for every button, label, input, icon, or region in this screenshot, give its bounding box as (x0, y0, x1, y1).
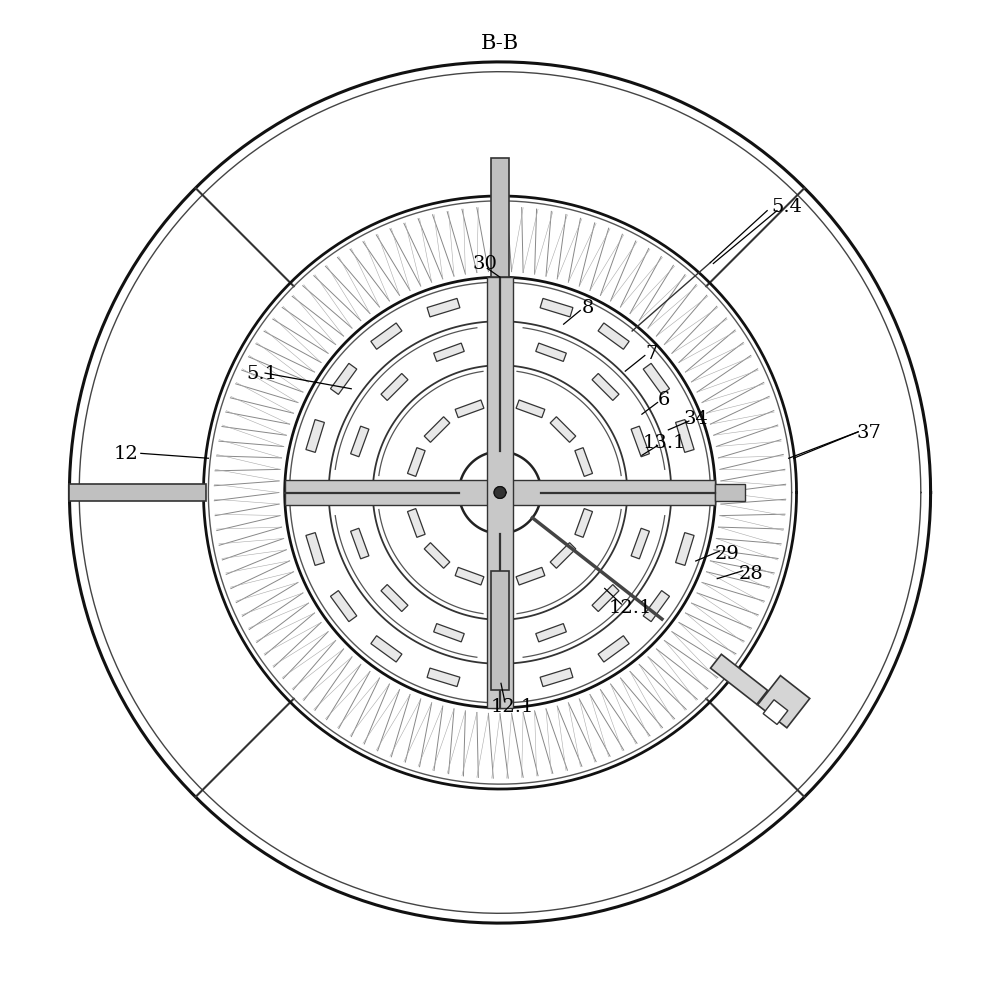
Polygon shape (592, 374, 619, 401)
Bar (491, 571, 509, 690)
Text: 37: 37 (857, 423, 881, 442)
Polygon shape (550, 543, 576, 569)
Text: 6: 6 (658, 390, 671, 408)
Text: 8: 8 (582, 298, 594, 317)
Polygon shape (427, 669, 460, 687)
Polygon shape (351, 427, 369, 458)
Polygon shape (330, 591, 357, 622)
Polygon shape (711, 655, 768, 705)
Text: 30: 30 (473, 254, 498, 272)
Polygon shape (427, 299, 460, 317)
Polygon shape (631, 528, 649, 559)
Polygon shape (371, 636, 402, 663)
Polygon shape (536, 344, 566, 362)
Circle shape (494, 487, 506, 499)
Text: 34: 34 (683, 410, 708, 428)
Polygon shape (536, 624, 566, 642)
Polygon shape (306, 420, 324, 453)
Bar (69, 484, 206, 502)
Text: 12.1: 12.1 (491, 697, 534, 715)
Polygon shape (407, 509, 425, 537)
Bar (285, 480, 715, 506)
Polygon shape (758, 676, 810, 728)
Polygon shape (351, 528, 369, 559)
Polygon shape (676, 533, 694, 566)
Text: 5.4: 5.4 (771, 197, 802, 216)
Text: 28: 28 (739, 564, 764, 582)
Polygon shape (550, 417, 576, 443)
Polygon shape (381, 374, 408, 401)
Bar (491, 159, 509, 278)
Polygon shape (575, 509, 593, 537)
Text: 12: 12 (114, 445, 139, 462)
Polygon shape (598, 323, 629, 350)
Polygon shape (592, 585, 619, 612)
Polygon shape (371, 323, 402, 350)
Text: 29: 29 (715, 544, 739, 563)
Polygon shape (381, 585, 408, 612)
Polygon shape (676, 420, 694, 453)
Polygon shape (540, 299, 573, 317)
Bar (715, 484, 745, 502)
Polygon shape (516, 400, 545, 418)
Polygon shape (306, 533, 324, 566)
Polygon shape (407, 449, 425, 477)
Polygon shape (516, 568, 545, 586)
Text: 7: 7 (646, 344, 658, 362)
Polygon shape (455, 568, 484, 586)
Polygon shape (540, 669, 573, 687)
Polygon shape (643, 591, 670, 622)
Polygon shape (455, 400, 484, 418)
Polygon shape (424, 543, 450, 569)
Text: 5.1: 5.1 (247, 365, 278, 383)
Polygon shape (763, 700, 788, 725)
Polygon shape (330, 364, 357, 395)
Polygon shape (434, 624, 464, 642)
Polygon shape (424, 417, 450, 443)
Polygon shape (434, 344, 464, 362)
Text: 12.1: 12.1 (608, 599, 652, 616)
Polygon shape (643, 364, 670, 395)
Polygon shape (575, 449, 593, 477)
Text: 13.1: 13.1 (643, 433, 686, 452)
Polygon shape (631, 427, 649, 458)
Polygon shape (598, 636, 629, 663)
Bar (487, 278, 513, 708)
Text: B-B: B-B (481, 34, 519, 53)
